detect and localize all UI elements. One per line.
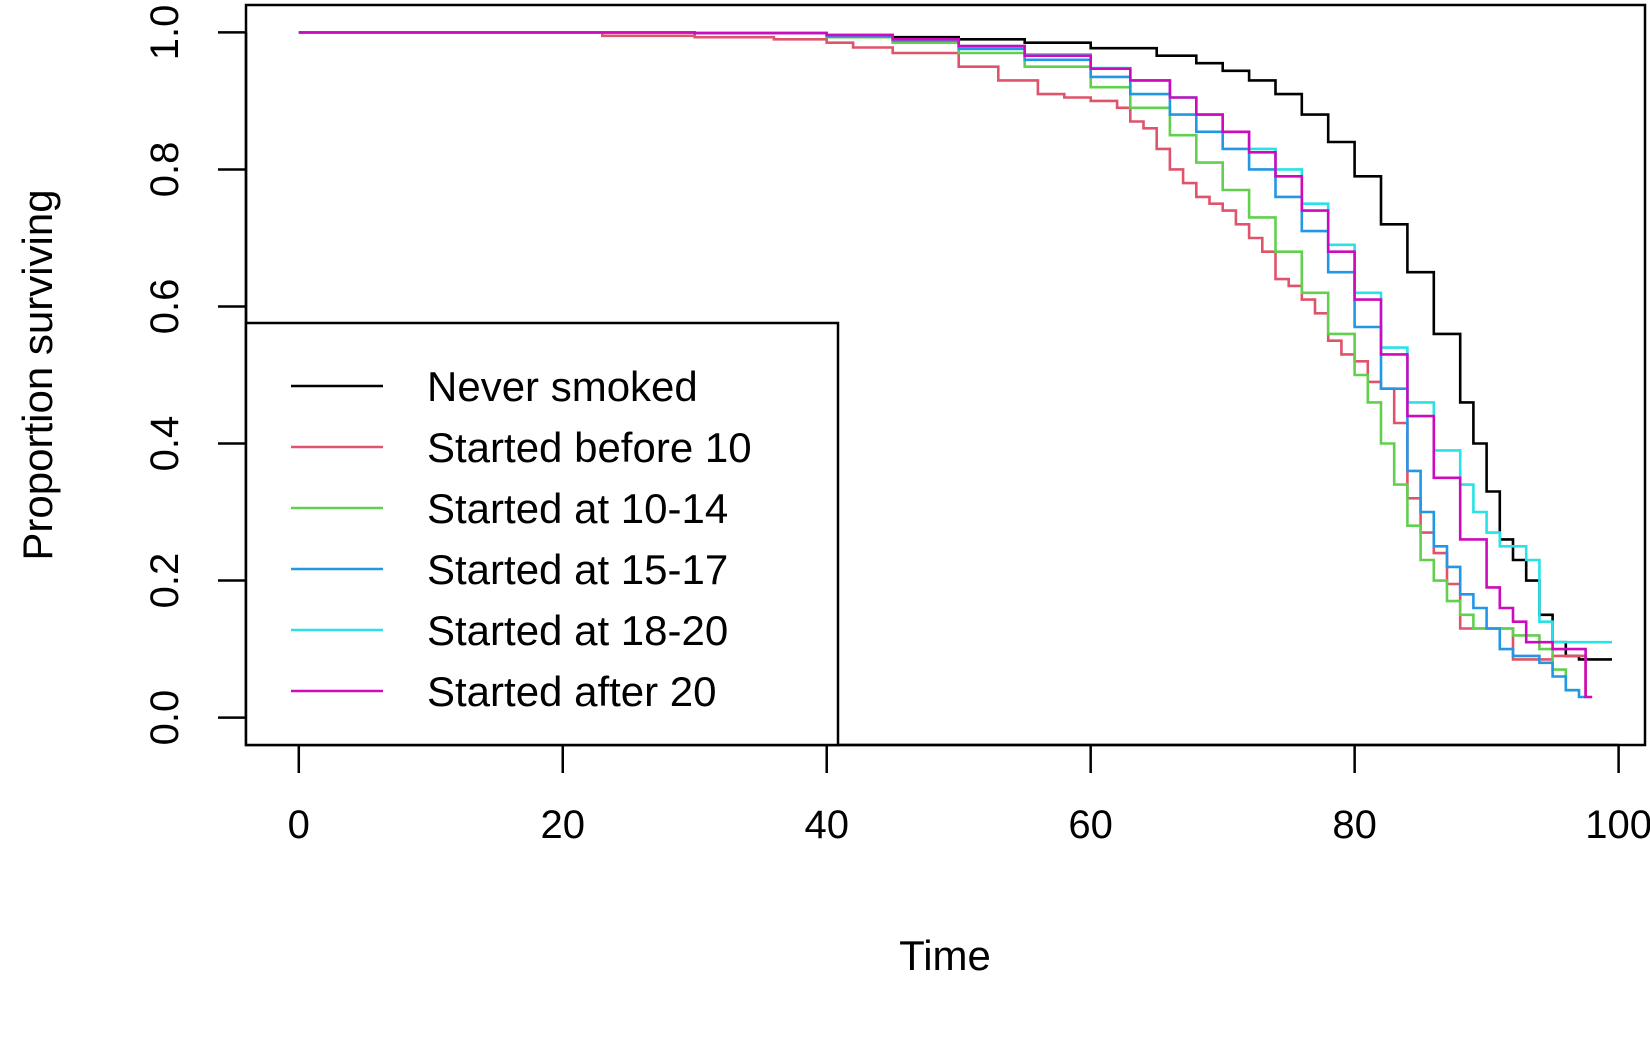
legend-box: [244, 321, 840, 747]
y-tick-label: 0.0: [143, 690, 187, 746]
legend: Never smoked Started before 10 Started at …: [244, 321, 840, 747]
x-tick-label: 100: [1585, 803, 1650, 847]
x-tick-label: 80: [1332, 803, 1377, 847]
y-tick-label: 0.2: [143, 553, 187, 609]
series-line-5: [298, 31, 1593, 699]
x-tick-label: 60: [1068, 803, 1113, 847]
y-tick-label: 1.0: [143, 5, 187, 61]
y-axis: 0.0 0.2 0.4 0.6 0.8 1.0: [143, 5, 248, 746]
legend-label: Started after 20: [427, 668, 717, 715]
series-line-0: [298, 31, 1612, 661]
series-line-2: [298, 31, 1579, 692]
x-axis-title: Time: [899, 932, 991, 979]
survival-curves: [298, 31, 1612, 699]
legend-label: Started before 10: [427, 424, 752, 471]
y-axis-title: Proportion surviving: [14, 189, 61, 560]
legend-label: Never smoked: [427, 363, 698, 410]
x-axis: 0 20 40 60 80 100: [288, 743, 1650, 847]
x-tick-label: 0: [288, 803, 310, 847]
legend-label: Started at 10-14: [427, 485, 728, 532]
y-tick-label: 0.8: [143, 142, 187, 198]
x-tick-label: 20: [541, 803, 586, 847]
legend-label: Started at 18-20: [427, 607, 728, 654]
legend-label: Started at 15-17: [427, 546, 728, 593]
x-tick-label: 40: [804, 803, 849, 847]
y-tick-label: 0.4: [143, 416, 187, 472]
y-tick-label: 0.6: [143, 279, 187, 335]
